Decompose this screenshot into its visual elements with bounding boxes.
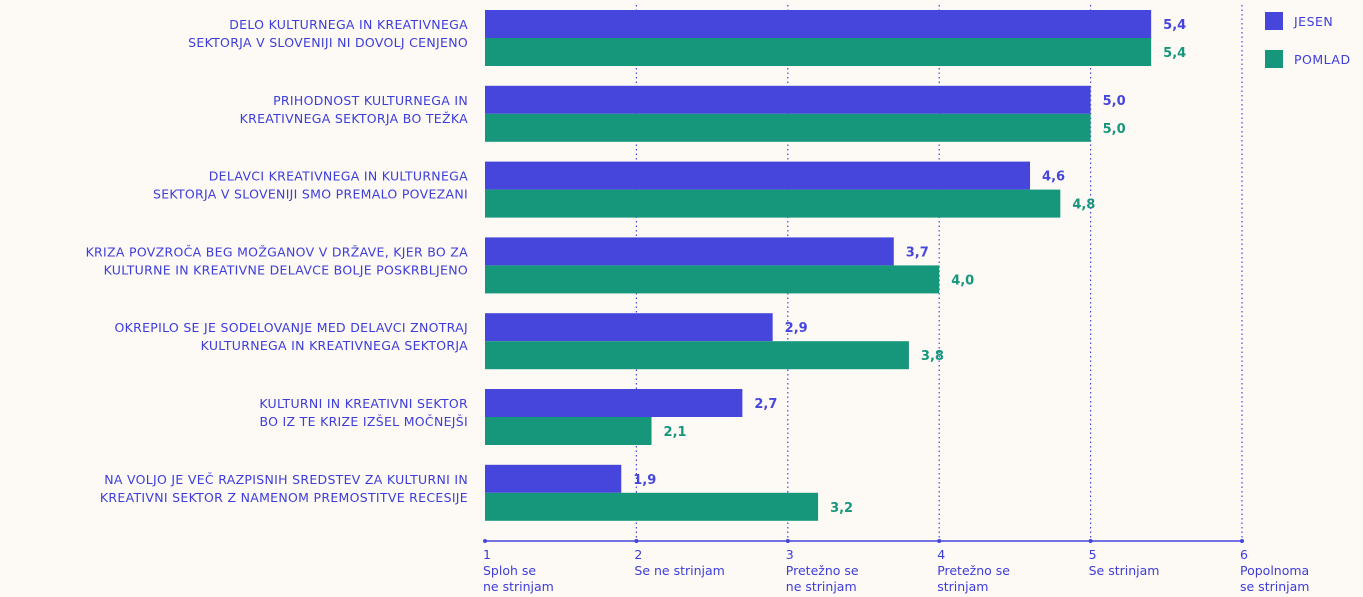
x-tick-mark-3 xyxy=(785,539,790,543)
legend-label-pomlad: POMLAD xyxy=(1294,52,1351,67)
x-tick-text: Popolnoma xyxy=(1240,563,1309,578)
bar-jesen-7 xyxy=(485,464,622,493)
value-label-jesen-1: 5,4 xyxy=(1163,18,1186,33)
x-tick-label-4: 4 Pretežno se strinjam xyxy=(937,547,1010,594)
value-label-jesen-6: 2,7 xyxy=(754,397,777,412)
x-tick-number: 1 xyxy=(483,547,491,562)
category-label-line: BO IZ TE KRIZE IZŠEL MOČNEJŠI xyxy=(259,414,468,429)
category-label-5: OKREPILO SE JE SODELOVANJE MED DELAVCI Z… xyxy=(114,320,468,353)
x-tick-text: Se ne strinjam xyxy=(634,563,724,578)
category-label-line: OKREPILO SE JE SODELOVANJE MED DELAVCI Z… xyxy=(114,320,468,335)
x-tick-label-2: 2 Se ne strinjam xyxy=(634,547,724,578)
value-label-jesen-7: 1,9 xyxy=(633,473,656,488)
category-label-line: DELO KULTURNEGA IN KREATIVNEGA xyxy=(229,17,468,32)
bar-jesen-6 xyxy=(485,389,743,417)
x-tick-mark-4 xyxy=(937,539,942,543)
category-labels: DELO KULTURNEGA IN KREATIVNEGA SEKTORJA V… xyxy=(86,17,469,505)
category-label-line: SEKTORJA V SLOVENIJI NI DOVOLJ CENJENO xyxy=(188,35,468,50)
x-tick-text: Sploh se xyxy=(483,563,536,578)
category-label-2: PRIHODNOST KULTURNEGA IN KREATIVNEGA SEKT… xyxy=(240,93,469,126)
category-label-line: PRIHODNOST KULTURNEGA IN xyxy=(273,93,468,108)
x-tick-number: 6 xyxy=(1240,547,1248,562)
category-label-6: KULTURNI IN KREATIVNI SEKTOR BO IZ TE KRI… xyxy=(259,396,468,429)
value-labels: 5,4 5,4 5,0 5,0 4,6 4,8 3,7 4,0 2,9 3,8 2,7 2,1 1,9 3… xyxy=(633,18,1186,516)
x-tick-label-1: 1 Sploh se ne strinjam xyxy=(483,547,554,594)
category-label-line: KULTURNE IN KREATIVNE DELAVCE BOLJE POSK… xyxy=(104,262,468,277)
value-label-pomlad-7: 3,2 xyxy=(830,501,853,516)
category-label-4: KRIZA POVZROČA BEG MOŽGANOV V DRŽAVE, KJ… xyxy=(86,244,469,277)
category-label-line: KREATIVNI SEKTOR Z NAMENOM PREMOSTITVE R… xyxy=(100,490,468,505)
legend-label-jesen: JESEN xyxy=(1293,14,1333,29)
bar-pomlad-4 xyxy=(485,265,940,294)
value-label-pomlad-6: 2,1 xyxy=(664,425,687,440)
value-label-pomlad-4: 4,0 xyxy=(951,273,974,288)
category-label-line: NA VOLJO JE VEČ RAZPISNIH SREDSTEV ZA KU… xyxy=(104,472,468,487)
x-tick-label-5: 5 Se strinjam xyxy=(1089,547,1160,578)
category-label-line: KRIZA POVZROČA BEG MOŽGANOV V DRŽAVE, KJ… xyxy=(86,244,469,259)
value-label-jesen-3: 4,6 xyxy=(1042,170,1065,185)
category-label-1: DELO KULTURNEGA IN KREATIVNEGA SEKTORJA V… xyxy=(188,17,468,50)
category-label-line: DELAVCI KREATIVNEGA IN KULTURNEGA xyxy=(209,169,468,184)
bar-pomlad-2 xyxy=(485,113,1091,142)
legend: JESEN POMLAD xyxy=(1265,12,1351,68)
value-label-pomlad-2: 5,0 xyxy=(1103,122,1126,137)
bar-pomlad-1 xyxy=(485,38,1152,66)
x-tick-text: strinjam xyxy=(937,579,988,594)
gridlines xyxy=(635,5,1243,541)
x-tick-text: Pretežno se xyxy=(937,563,1010,578)
bar-jesen-1 xyxy=(485,10,1152,38)
x-tick-label-6: 6 Popolnoma se strinjam xyxy=(1240,547,1309,594)
bar-jesen-3 xyxy=(485,161,1031,190)
bar-jesen-2 xyxy=(485,85,1091,114)
category-label-line: KULTURNI IN KREATIVNI SEKTOR xyxy=(259,396,468,411)
x-tick-mark-1 xyxy=(483,539,487,543)
legend-swatch-pomlad xyxy=(1265,50,1283,68)
x-tick-number: 2 xyxy=(634,547,642,562)
bar-jesen-5 xyxy=(485,313,773,342)
x-tick-mark-2 xyxy=(634,539,639,543)
value-label-pomlad-3: 4,8 xyxy=(1072,198,1095,213)
x-tick-text: ne strinjam xyxy=(483,579,554,594)
x-tick-label-3: 3 Pretežno se ne strinjam xyxy=(786,547,859,594)
x-tick-number: 3 xyxy=(786,547,794,562)
x-tick-number: 4 xyxy=(937,547,945,562)
x-tick-mark-6 xyxy=(1240,539,1244,543)
x-tick-number: 5 xyxy=(1089,547,1097,562)
bar-pomlad-6 xyxy=(485,417,652,445)
x-tick-mark-5 xyxy=(1088,539,1093,543)
value-label-pomlad-1: 5,4 xyxy=(1163,46,1186,61)
value-label-jesen-4: 3,7 xyxy=(906,245,929,260)
bars xyxy=(485,10,1152,521)
x-tick-text: ne strinjam xyxy=(786,579,857,594)
value-label-jesen-5: 2,9 xyxy=(785,321,808,336)
x-tick-text: Pretežno se xyxy=(786,563,859,578)
bar-pomlad-7 xyxy=(485,492,819,521)
legend-swatch-jesen xyxy=(1265,12,1283,30)
value-label-pomlad-5: 3,8 xyxy=(921,349,944,364)
category-label-7: NA VOLJO JE VEČ RAZPISNIH SREDSTEV ZA KU… xyxy=(100,472,468,505)
category-label-line: KULTURNEGA IN KREATIVNEGA SEKTORJA xyxy=(201,338,468,353)
category-label-line: SEKTORJA V SLOVENIJI SMO PREMALO POVEZAN… xyxy=(153,187,468,202)
value-label-jesen-2: 5,0 xyxy=(1103,94,1126,109)
bar-pomlad-5 xyxy=(485,341,909,370)
category-label-3: DELAVCI KREATIVNEGA IN KULTURNEGA SEKTORJ… xyxy=(153,169,468,202)
x-tick-text: Se strinjam xyxy=(1089,563,1160,578)
bar-pomlad-3 xyxy=(485,189,1061,218)
x-tick-text: se strinjam xyxy=(1240,579,1309,594)
bar-jesen-4 xyxy=(485,237,894,266)
category-label-line: KREATIVNEGA SEKTORJA BO TEŽKA xyxy=(240,111,469,126)
